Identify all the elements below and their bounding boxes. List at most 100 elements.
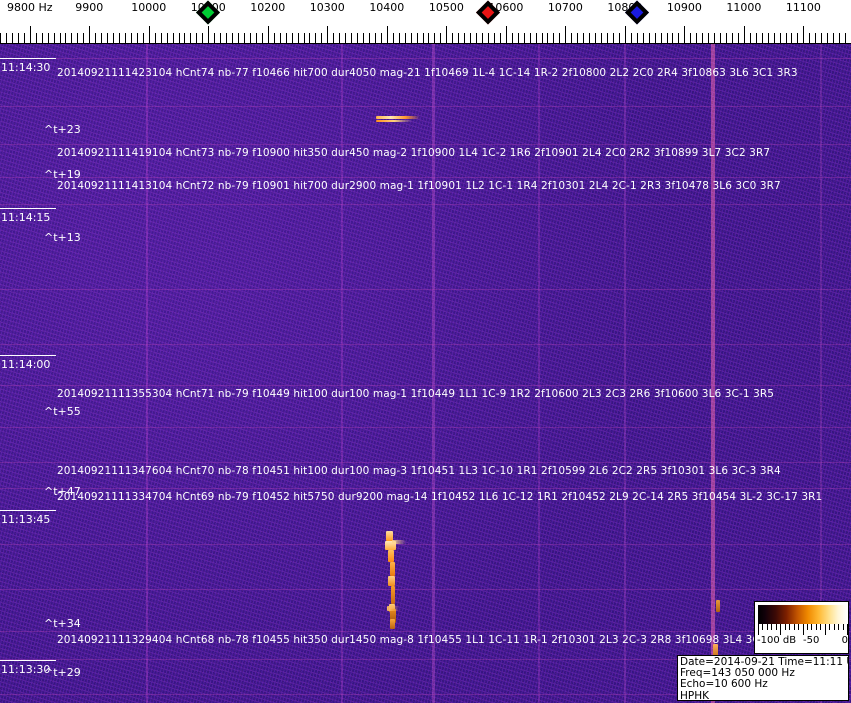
ruler-tick: [809, 33, 810, 44]
ruler-tick: [672, 33, 673, 44]
ruler-tick: [6, 33, 7, 44]
gridline-horizontal: [0, 177, 851, 178]
ruler-tick: [565, 26, 566, 44]
colorbar-tick: [789, 624, 790, 630]
echo-trace: [376, 116, 420, 119]
ruler-tick: [530, 33, 531, 44]
gridline-horizontal: [0, 694, 851, 695]
ruler-tick: [65, 33, 66, 44]
ruler-tick: [547, 33, 548, 44]
time-tick-stub: [0, 208, 56, 209]
ruler-tick: [595, 33, 596, 44]
ruler-label-10000: 10000: [131, 1, 167, 14]
colorbar-tick: [794, 624, 795, 630]
ruler-tick: [440, 33, 441, 44]
ruler-tick: [125, 33, 126, 44]
time-tick-stub: [0, 660, 56, 661]
gridline-horizontal: [0, 427, 851, 428]
ruler-tick: [476, 33, 477, 44]
detection-row: 20140921111423104 hCnt74 nb-77 f10466 hi…: [57, 67, 798, 79]
detection-row: 20140921111334704 hCnt69 nb-79 f10452 hi…: [57, 491, 823, 503]
gridline-horizontal: [0, 544, 851, 545]
ruler-tick: [512, 33, 513, 44]
ruler-tick: [750, 33, 751, 44]
colorbar-label-mid: -50: [803, 635, 820, 646]
ruler-label-10500: 10500: [428, 1, 464, 14]
ruler-tick: [684, 26, 685, 44]
detection-row: 20140921111413104 hCnt72 nb-79 f10901 hi…: [57, 180, 781, 192]
ruler-tick: [113, 33, 114, 44]
ruler-tick: [24, 33, 25, 44]
ruler-tick: [280, 33, 281, 44]
colorbar-label-min: -100 dB: [757, 635, 797, 646]
ruler-tick: [571, 33, 572, 44]
ruler-tick: [518, 33, 519, 44]
gridline-horizontal: [0, 289, 851, 290]
ruler-tick: [149, 26, 150, 44]
echo-trace: [376, 120, 412, 122]
ruler-tick: [89, 26, 90, 44]
ruler-tick: [738, 33, 739, 44]
echo-trace: [387, 606, 399, 611]
ruler-tick: [190, 33, 191, 44]
tplus-marker: ^t+23: [44, 123, 81, 136]
colorbar-tick: [847, 624, 848, 635]
ruler-tick: [488, 33, 489, 44]
gridline-horizontal: [0, 344, 851, 345]
ruler-tick: [524, 33, 525, 44]
frequency-ruler[interactable]: 9800 Hz990010000101001020010300104001050…: [0, 0, 851, 44]
colorbar-tick: [771, 624, 772, 630]
tplus-marker: ^t+34: [44, 617, 81, 630]
ruler-baseline: [0, 43, 851, 44]
ruler-tick: [143, 33, 144, 44]
ruler-tick: [791, 33, 792, 44]
echo-trace: [386, 531, 393, 541]
ruler-tick: [220, 33, 221, 44]
colorbar-tick: [825, 624, 826, 635]
ruler-tick: [464, 33, 465, 44]
colorbar-tick: [798, 624, 799, 630]
gridline-horizontal: [0, 462, 851, 463]
ruler-tick: [482, 33, 483, 44]
ruler-tick: [232, 33, 233, 44]
ruler-tick: [756, 33, 757, 44]
detection-row: 20140921111355304 hCnt71 nb-79 f10449 hi…: [57, 388, 775, 400]
ruler-tick: [726, 33, 727, 44]
waterfall-canvas[interactable]: [0, 44, 851, 703]
time-label: 11:14:00: [1, 358, 51, 371]
gridline-horizontal: [0, 144, 851, 145]
ruler-tick: [643, 33, 644, 44]
ruler-tick: [60, 33, 61, 44]
colorbar-legend: -100 dB -50 0: [754, 601, 849, 654]
gridline-horizontal: [0, 385, 851, 386]
echo-trace: [388, 576, 395, 586]
time-tick-stub: [0, 355, 56, 356]
ruler-tick: [315, 33, 316, 44]
colorbar-tick: [758, 624, 759, 635]
text-overlay: 11:14:30 11:14:15 11:14:00 11:13:45 11:13:30…: [0, 44, 851, 703]
ruler-tick: [256, 33, 257, 44]
ruler-tick: [54, 33, 55, 44]
ruler-tick: [71, 33, 72, 44]
ruler-tick: [577, 33, 578, 44]
gridline-horizontal: [0, 631, 851, 632]
ruler-tick: [83, 33, 84, 44]
time-tick-stub: [0, 58, 56, 59]
tplus-marker: ^t+55: [44, 405, 81, 418]
ruler-label-10200: 10200: [250, 1, 286, 14]
ruler-tick: [655, 33, 656, 44]
ruler-tick: [839, 33, 840, 44]
info-echo: Echo=10 600 Hz: [680, 678, 768, 691]
ruler-tick: [304, 33, 305, 44]
time-label: 11:13:45: [1, 513, 51, 526]
ruler-tick: [36, 33, 37, 44]
ruler-tick: [678, 33, 679, 44]
gridline-horizontal: [0, 488, 851, 489]
colorbar-label-max: 0: [841, 635, 848, 646]
ruler-tick: [500, 33, 501, 44]
ruler-label-10700: 10700: [547, 1, 583, 14]
ruler-tick: [369, 33, 370, 44]
gridline-horizontal: [0, 58, 851, 59]
colorbar-tick: [785, 624, 786, 630]
